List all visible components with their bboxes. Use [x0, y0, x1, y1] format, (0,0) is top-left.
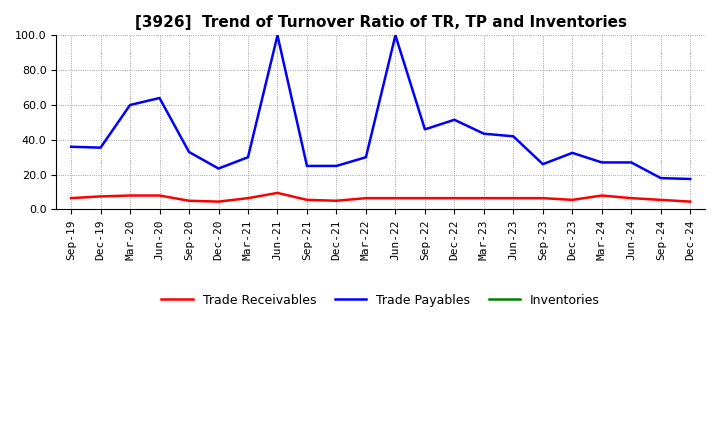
Trade Receivables — [214, 199, 222, 204]
Trade Payables — [67, 144, 76, 150]
Trade Payables — [539, 161, 547, 167]
Trade Payables — [243, 154, 252, 160]
Trade Receivables — [67, 195, 76, 201]
Trade Payables — [686, 176, 695, 182]
Trade Receivables — [361, 195, 370, 201]
Trade Receivables — [480, 195, 488, 201]
Trade Payables — [598, 160, 606, 165]
Trade Payables — [96, 145, 105, 150]
Trade Receivables — [657, 197, 665, 202]
Trade Receivables — [420, 195, 429, 201]
Trade Payables — [391, 33, 400, 38]
Trade Receivables — [450, 195, 459, 201]
Trade Payables — [185, 149, 194, 154]
Trade Payables — [450, 117, 459, 122]
Trade Receivables — [96, 194, 105, 199]
Trade Payables — [509, 134, 518, 139]
Trade Payables — [361, 154, 370, 160]
Legend: Trade Receivables, Trade Payables, Inventories: Trade Receivables, Trade Payables, Inven… — [156, 289, 605, 312]
Line: Trade Payables: Trade Payables — [71, 35, 690, 179]
Trade Receivables — [302, 197, 311, 202]
Trade Payables — [273, 33, 282, 38]
Trade Payables — [302, 163, 311, 169]
Trade Receivables — [243, 195, 252, 201]
Trade Receivables — [539, 195, 547, 201]
Trade Receivables — [686, 199, 695, 204]
Trade Receivables — [185, 198, 194, 203]
Trade Receivables — [627, 195, 636, 201]
Line: Trade Receivables: Trade Receivables — [71, 193, 690, 202]
Trade Receivables — [273, 190, 282, 195]
Trade Receivables — [509, 195, 518, 201]
Trade Payables — [568, 150, 577, 155]
Trade Payables — [657, 176, 665, 181]
Trade Receivables — [126, 193, 135, 198]
Trade Payables — [332, 163, 341, 169]
Title: [3926]  Trend of Turnover Ratio of TR, TP and Inventories: [3926] Trend of Turnover Ratio of TR, TP… — [135, 15, 626, 30]
Trade Receivables — [598, 193, 606, 198]
Trade Payables — [126, 103, 135, 108]
Trade Payables — [627, 160, 636, 165]
Trade Payables — [480, 131, 488, 136]
Trade Receivables — [156, 193, 164, 198]
Trade Payables — [214, 166, 222, 171]
Trade Receivables — [391, 195, 400, 201]
Trade Payables — [420, 127, 429, 132]
Trade Receivables — [332, 198, 341, 203]
Trade Receivables — [568, 197, 577, 202]
Trade Payables — [156, 95, 164, 101]
